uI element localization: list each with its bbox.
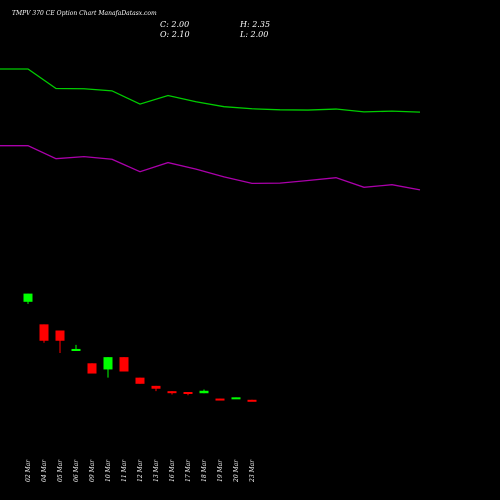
candle-body <box>87 363 97 374</box>
candle-body <box>135 377 145 384</box>
candle-04-mar <box>39 324 49 343</box>
candle-02-mar <box>23 293 33 304</box>
candle-body <box>215 398 225 401</box>
high-value: H: 2.35 <box>240 20 271 29</box>
indicator-line-lower <box>0 145 421 191</box>
x-tick-label: 09 Mar <box>89 459 96 482</box>
candle-body <box>119 357 129 372</box>
x-tick-label: 02 Mar <box>25 459 32 482</box>
x-tick-label: 13 Mar <box>153 459 160 482</box>
candle-body <box>55 330 65 341</box>
candle-body <box>167 391 177 394</box>
x-tick-label: 06 Mar <box>73 459 80 482</box>
candle-10-mar <box>103 357 113 378</box>
x-tick-label: 10 Mar <box>105 459 112 482</box>
candle-body <box>247 399 257 402</box>
candle-body <box>199 390 209 394</box>
candle-body <box>39 324 49 341</box>
candle-body <box>231 397 241 400</box>
candle-body <box>151 385 161 389</box>
x-tick-label: 20 Mar <box>233 459 240 483</box>
candle-body <box>23 293 33 302</box>
candle-05-mar <box>55 330 65 354</box>
indicator-line-upper <box>0 68 421 113</box>
candle-body <box>183 392 193 394</box>
candle-13-mar <box>151 385 161 392</box>
candle-06-mar <box>71 344 81 351</box>
x-tick-label: 16 Mar <box>169 459 176 482</box>
close-value: C: 2.00 <box>160 20 190 29</box>
candle-20-mar <box>231 397 241 400</box>
indicator-lines <box>0 68 421 191</box>
candle-11-mar <box>119 357 129 372</box>
candle-12-mar <box>135 377 145 384</box>
candle-18-mar <box>199 389 209 394</box>
candle-17-mar <box>183 392 193 396</box>
candles <box>23 293 257 402</box>
x-tick-label: 11 Mar <box>121 459 128 482</box>
x-tick-label: 04 Mar <box>41 459 48 482</box>
x-tick-label: 19 Mar <box>217 459 224 482</box>
x-tick-label: 05 Mar <box>57 459 64 482</box>
x-tick-label: 12 Mar <box>137 459 144 482</box>
x-tick-label: 17 Mar <box>185 459 192 482</box>
candle-16-mar <box>167 391 177 395</box>
low-value: L: 2.00 <box>240 30 269 39</box>
x-tick-label: 23 Mar <box>249 459 256 483</box>
candle-body <box>71 348 81 351</box>
candle-23-mar <box>247 399 257 402</box>
chart-title: TMPV 370 CE Option Chart ManafaDatasx.co… <box>12 10 157 17</box>
x-tick-label: 18 Mar <box>201 459 208 482</box>
candle-09-mar <box>87 363 97 374</box>
x-axis-labels: 02 Mar 04 Mar 05 Mar 06 Mar 09 Mar 10 Mar 11 M… <box>25 459 256 483</box>
candle-19-mar <box>215 398 225 401</box>
open-value: O: 2.10 <box>160 30 190 39</box>
candle-body <box>103 357 113 370</box>
